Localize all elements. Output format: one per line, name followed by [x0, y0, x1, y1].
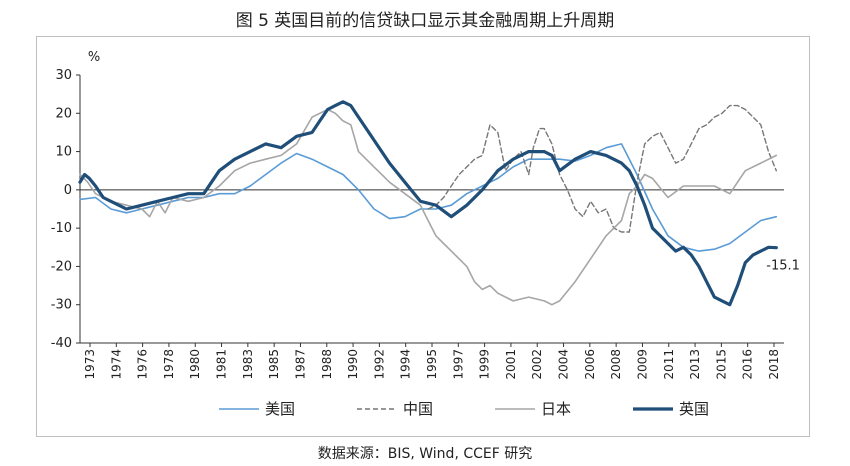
x-tick-label: 2018 [767, 349, 781, 380]
end-value-label: -15.1 [766, 259, 800, 274]
legend-label-英国: 英国 [679, 400, 709, 418]
series-line-美国 [79, 143, 778, 252]
x-tick-label: 1999 [478, 349, 492, 380]
x-tick-label: 1992 [372, 349, 386, 380]
x-tick-label: 2001 [504, 349, 518, 380]
x-tick-label: 1990 [346, 349, 360, 380]
annotations: -15.1 [766, 259, 800, 274]
series-line-英国 [78, 100, 778, 307]
legend: 美国 中国 日本 英国 [219, 400, 709, 418]
x-tick-label: 2009 [635, 349, 649, 380]
x-tick-label: 1985 [267, 349, 281, 380]
y-tick-label: -10 [51, 221, 72, 236]
x-tick-label: 2006 [583, 349, 597, 380]
x-tick-label: 1988 [320, 349, 334, 380]
x-tick-label: 2015 [714, 349, 728, 380]
x-tick-label: 1978 [162, 349, 176, 380]
x-tick-label: 1995 [425, 349, 439, 380]
chart-svg: 30 20 10 0 -10 -20 -30 -40% 1973 1974 1976 1978 198… [51, 50, 800, 418]
x-tick-label: 2008 [609, 349, 623, 380]
x-tick-label: 1997 [451, 349, 465, 380]
y-tick-label: 30 [55, 68, 72, 83]
y-tick-label: -30 [51, 298, 72, 313]
x-tick-label: 2002 [530, 349, 544, 380]
y-axis: 30 20 10 0 -10 -20 -30 -40% [51, 50, 100, 351]
y-tick-label: 10 [55, 145, 72, 160]
x-tick-label: 1981 [215, 349, 229, 380]
y-tick-label: 20 [55, 106, 72, 121]
x-axis: 1973 1974 1976 1978 1980 1981 1983 1985 1987 1988… [80, 189, 784, 380]
x-tick-label: 1994 [399, 349, 413, 380]
chart-title: 图 5 英国目前的信贷缺口显示其金融周期上升周期 [235, 11, 615, 31]
y-tick-label: 0 [64, 183, 72, 198]
y-tick-label: -40 [51, 336, 72, 351]
chart-frame: 30 20 10 0 -10 -20 -30 -40% 1973 1974 1976 1978 198… [36, 36, 810, 437]
legend-label-日本: 日本 [541, 400, 571, 418]
series-lines [78, 100, 778, 307]
x-tick-label: 1987 [293, 349, 307, 380]
x-tick-label: 2013 [688, 349, 702, 380]
legend-label-中国: 中国 [403, 400, 433, 418]
x-tick-label: 1976 [136, 349, 150, 380]
source-note: 数据来源：BIS, Wind, CCEF 研究 [317, 446, 533, 462]
series-line-日本 [79, 108, 778, 306]
x-tick-label: 1980 [188, 349, 202, 380]
x-tick-label: 1974 [109, 349, 123, 380]
x-tick-label: 1973 [83, 349, 97, 380]
x-tick-label: 2011 [662, 349, 676, 380]
x-tick-label: 2016 [741, 349, 755, 380]
x-tick-label: 2004 [557, 349, 571, 380]
series-line-中国 [427, 104, 777, 233]
y-tick-label: -20 [51, 259, 72, 274]
x-tick-label: 1983 [241, 349, 255, 380]
legend-label-美国: 美国 [265, 400, 295, 418]
y-axis-unit-label: % [88, 50, 100, 65]
